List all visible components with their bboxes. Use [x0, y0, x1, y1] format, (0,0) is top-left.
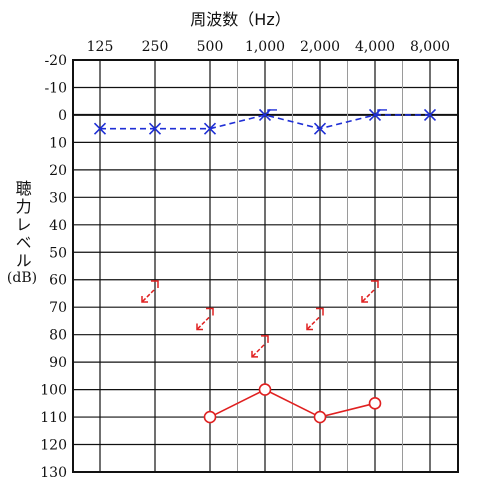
data-point-circle	[258, 383, 272, 396]
y-tick-label: 130	[40, 465, 67, 481]
plot-frame	[72, 59, 459, 473]
y-tick-label: 80	[49, 328, 67, 344]
data-point-circle	[313, 410, 327, 424]
x-tick-label: 8,000	[410, 39, 450, 55]
series-cross	[93, 108, 437, 135]
data-point-circle	[368, 397, 382, 410]
series-circle	[203, 383, 382, 424]
data-point-bracket	[151, 280, 159, 288]
data-point-cross	[148, 122, 162, 135]
data-point-cross	[313, 122, 327, 135]
data-point-arrow	[141, 289, 155, 303]
data-point-arrow	[251, 344, 265, 358]
data-point-bracket	[316, 307, 324, 316]
y-tick-label: 20	[49, 163, 67, 179]
x-tick-label: 500	[197, 39, 224, 55]
series	[93, 108, 437, 424]
data-point-arrowhead	[196, 323, 203, 331]
y-tick-labels: -20 -10 0 10 20 30 40 50 60 70 80 90 100 110 120 130	[40, 53, 67, 481]
series-bone-arrow	[141, 280, 379, 358]
data-point-arrow	[306, 316, 320, 330]
y-tick-label: 90	[49, 355, 67, 371]
data-point-bracket	[206, 307, 214, 316]
data-point-bracket	[261, 335, 269, 343]
y-tick-label: 10	[49, 135, 67, 151]
x-tick-labels: 125 250 500 1,000 2,000 4,000 8,000	[87, 39, 450, 55]
data-point-arrowhead	[361, 295, 368, 303]
data-point-bracket	[371, 280, 379, 288]
data-point-arrowhead	[306, 323, 313, 331]
series-line-circle	[209, 388, 376, 418]
y-tick-label: -10	[44, 80, 67, 96]
data-point-arrow	[196, 316, 210, 330]
x-tick-label: 1,000	[245, 39, 285, 55]
x-tick-label: 2,000	[300, 39, 340, 55]
y-tick-label: 120	[40, 438, 67, 454]
grid	[73, 60, 458, 472]
y-axis-label: 聴力レベル (dB)	[0, 180, 44, 286]
x-tick-label: 250	[142, 39, 169, 55]
chart-title: 周波数（Hz）	[190, 10, 291, 29]
y-tick-label: 110	[40, 410, 67, 426]
y-tick-label: 0	[58, 108, 67, 124]
data-point-cross	[93, 122, 107, 135]
data-point-cross	[203, 122, 217, 135]
data-point-arrowhead	[251, 350, 258, 358]
y-tick-label: -20	[44, 53, 67, 69]
y-tick-label: 40	[49, 218, 67, 234]
data-point-mask-flag	[377, 109, 387, 114]
data-point-arrow	[361, 289, 375, 303]
x-tick-label: 4,000	[355, 39, 395, 55]
y-tick-label: 70	[49, 300, 67, 316]
x-tick-label: 125	[87, 39, 114, 55]
y-tick-label: 30	[49, 190, 67, 206]
y-tick-label: 50	[49, 245, 67, 261]
y-tick-label: 100	[40, 383, 67, 399]
data-point-arrowhead	[141, 295, 148, 303]
data-point-mask-flag	[267, 109, 277, 114]
y-axis-unit: (dB)	[6, 270, 38, 286]
data-point-circle	[203, 410, 217, 424]
y-axis-label-text: 聴力レベル	[12, 180, 32, 270]
data-point-cross	[423, 108, 437, 121]
y-tick-label: 60	[49, 273, 67, 289]
